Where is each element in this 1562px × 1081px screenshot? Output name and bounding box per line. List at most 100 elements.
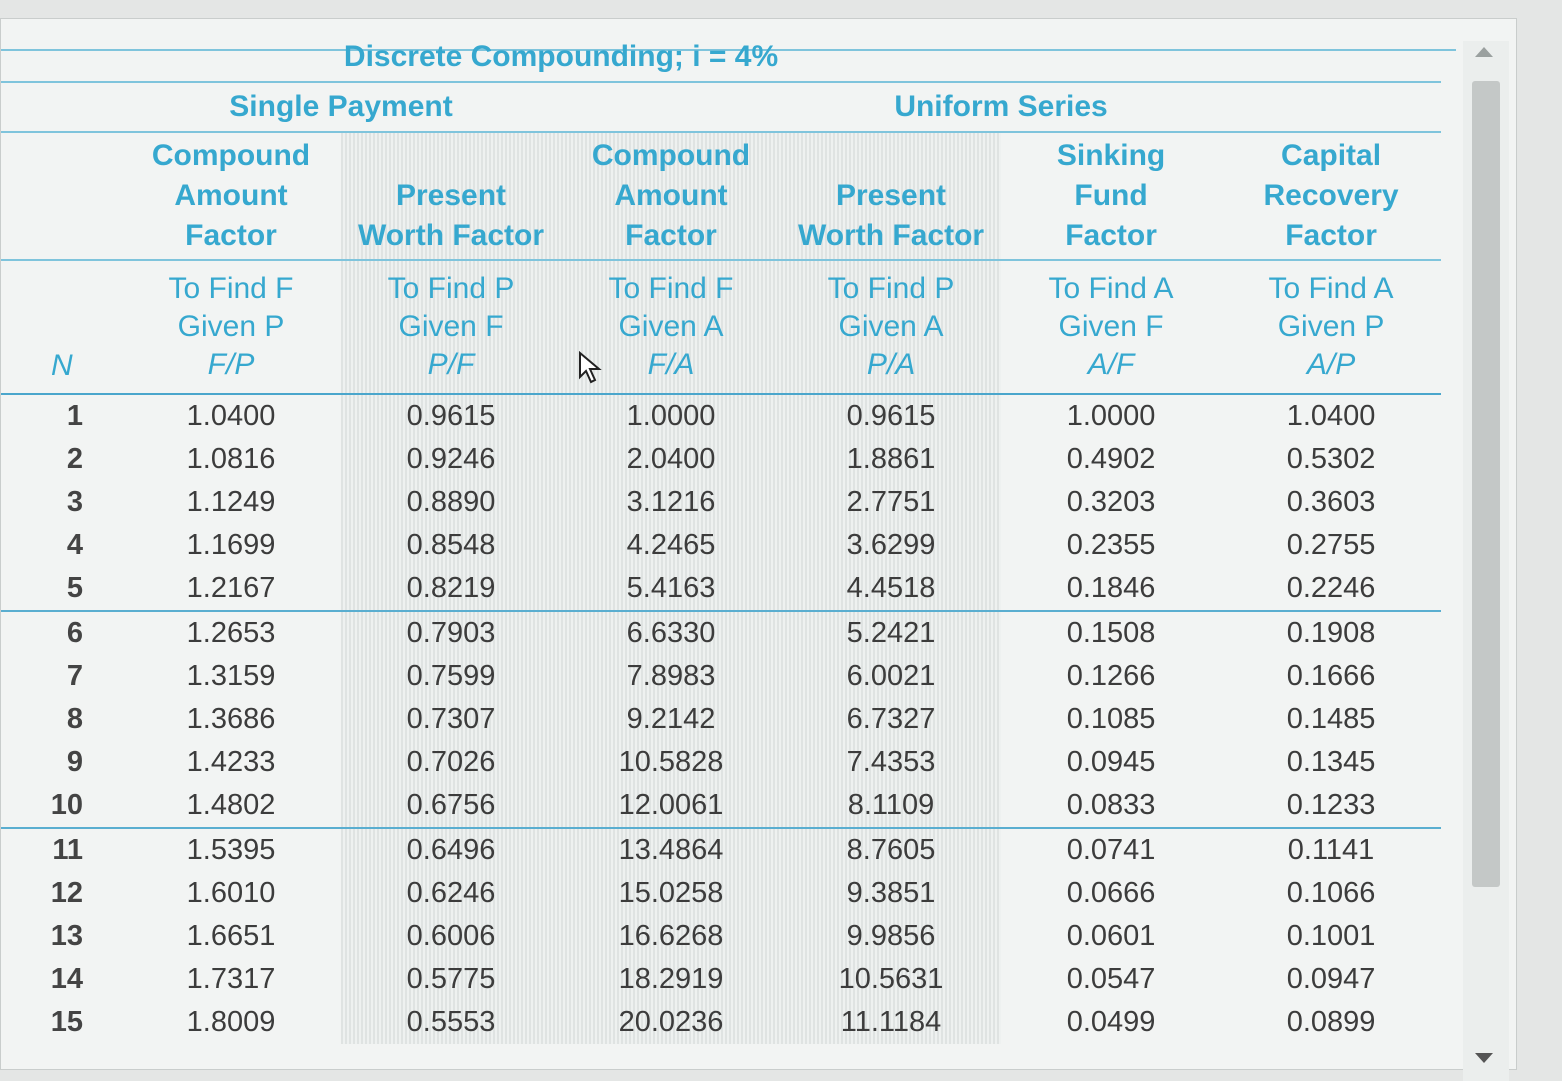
table-cell: 0.5775: [341, 958, 561, 1001]
table-cell: 0.1846: [1001, 567, 1222, 612]
find-header-find: To Find F: [608, 272, 734, 305]
row-n: 3: [66, 486, 83, 518]
table-cell: 1.2653: [186, 617, 276, 649]
table-window: Discrete Compounding; i = 4% Single Paym…: [0, 18, 1517, 1081]
table-row: 14 1.7317 0.5775 18.2919 10.5631 0.0547 0.0947: [1, 958, 1441, 1001]
factor-header-1: Present Worth Factor: [341, 132, 561, 261]
mouse-pointer-icon: [579, 351, 602, 384]
find-header-abbr: P/F: [427, 348, 475, 381]
table-row: 1 1.0400 0.9615 1.0000 0.9615 1.0000 1.0400: [1, 394, 1441, 438]
table-cell: 0.6246: [341, 872, 561, 915]
table-cell: 1.3686: [186, 703, 276, 735]
find-header-5: To Find A Given P A/P: [1221, 260, 1442, 395]
table-cell: 3.6299: [781, 524, 1002, 567]
table-cell: 9.2142: [561, 698, 781, 741]
table-cell: 1.1249: [186, 486, 276, 518]
factor-header-line: Factor: [625, 219, 717, 252]
table-cell: 1.2167: [121, 567, 341, 612]
table-cell: 0.9246: [341, 438, 561, 481]
table-cell: 18.2919: [561, 958, 781, 1001]
table-cell: 1.6651: [186, 920, 276, 952]
find-header-abbr: A/F: [1087, 348, 1135, 381]
table-cell: 1.0816: [186, 443, 276, 475]
table-cell: 1.1699: [186, 529, 276, 561]
find-header-3: To Find P Given A P/A: [781, 260, 1002, 395]
table-cell: 15.0258: [561, 872, 781, 915]
table-cell: 0.1001: [1286, 920, 1376, 952]
row-n: 12: [50, 877, 83, 909]
factor-header-line: Compound: [151, 139, 311, 172]
factor-header-line: Present: [835, 179, 947, 212]
table-row: 15 1.8009 0.5553 20.0236 11.1184 0.0499 0.0899: [1, 1001, 1441, 1044]
table-cell: 1.8009: [186, 1006, 276, 1038]
table-cell: 6.7327: [781, 698, 1002, 741]
factor-header-line: [341, 136, 561, 176]
group-single-payment: Single Payment: [121, 82, 561, 133]
scroll-up-arrow-icon[interactable]: [1475, 47, 1493, 57]
table-cell: 0.1485: [1286, 703, 1376, 735]
table-row: 13 1.6651 0.6006 16.6268 9.9856 0.0601 0.1001: [1, 915, 1441, 958]
table-cell: 10.5631: [781, 958, 1002, 1001]
scroll-thumb[interactable]: [1472, 81, 1500, 887]
table-cell: 0.8219: [341, 567, 561, 612]
factor-header-2: Compound Amount Factor: [561, 132, 781, 261]
row-n: 1: [66, 400, 83, 432]
row-n: 4: [66, 529, 83, 561]
factor-header-line: Factor: [185, 219, 277, 252]
table-title: Discrete Compounding; i = 4%: [121, 33, 1002, 83]
factor-header-5: Capital Recovery Factor: [1221, 132, 1442, 261]
table-cell: 16.6268: [561, 915, 781, 958]
row-n: 2: [66, 443, 83, 475]
group-uniform-series: Uniform Series: [561, 82, 1442, 133]
table-cell: 3.1216: [561, 481, 781, 524]
find-header-0: To Find F Given P F/P: [121, 260, 341, 395]
factor-header-line: Factor: [1285, 219, 1377, 252]
table-row: 3 1.1249 0.8890 3.1216 2.7751 0.3203 0.3603: [1, 481, 1441, 524]
scroll-down-arrow-icon[interactable]: [1475, 1053, 1493, 1063]
table-cell: 0.1908: [1286, 617, 1376, 649]
table-cell: 0.3203: [1066, 486, 1156, 518]
table-cell: 0.2755: [1286, 529, 1376, 561]
find-header-given: Given P: [1277, 310, 1385, 343]
factor-header-line: Worth Factor: [797, 219, 985, 252]
vertical-scrollbar[interactable]: [1463, 41, 1509, 1081]
row-n: 7: [66, 660, 83, 692]
table-cell: 0.7903: [341, 611, 561, 655]
row-n: 14: [50, 963, 83, 995]
table-cell: 0.1066: [1286, 877, 1376, 909]
table-cell: 1.0400: [186, 400, 276, 432]
table-cell: 7.4353: [781, 741, 1002, 784]
table-cell: 0.1345: [1286, 746, 1376, 778]
table-cell: 1.7317: [186, 963, 276, 995]
table-cell: 1.0400: [1286, 400, 1376, 432]
table-cell: 0.9615: [341, 394, 561, 438]
table-cell: 0.0947: [1286, 963, 1376, 995]
table-cell: 0.7307: [341, 698, 561, 741]
row-n: 15: [50, 1006, 83, 1038]
find-header-find: To Find P: [387, 272, 515, 305]
table-cell: 0.6006: [341, 915, 561, 958]
find-header-find: To Find A: [1268, 272, 1394, 305]
table-cell: 1.0000: [561, 394, 781, 438]
table-cell: 0.1085: [1066, 703, 1156, 735]
table-cell: 0.6496: [341, 828, 561, 872]
factor-header-line: Capital: [1281, 139, 1382, 172]
factor-header-line: Compound: [591, 139, 751, 172]
factor-header-line: Fund: [1074, 179, 1148, 212]
find-header-4: To Find A Given F A/F: [1001, 260, 1222, 395]
table-cell: 8.7605: [781, 828, 1002, 872]
table-cell: 1.4802: [121, 784, 341, 829]
find-header-given: Given A: [618, 310, 724, 343]
table-cell: 0.5553: [341, 1001, 561, 1044]
factor-header-line: Sinking: [1056, 139, 1166, 172]
table-cell: 0.5302: [1286, 443, 1376, 475]
table-cell: 2.0400: [561, 438, 781, 481]
table-cell: 6.0021: [781, 655, 1002, 698]
row-n: 8: [66, 703, 83, 735]
row-n: 10: [1, 784, 121, 829]
table-cell: 0.1508: [1066, 617, 1156, 649]
table-cell: 9.9856: [781, 915, 1002, 958]
table-cell: 0.2355: [1066, 529, 1156, 561]
table-cell: 1.0000: [1066, 400, 1156, 432]
table-cell: 20.0236: [561, 1001, 781, 1044]
